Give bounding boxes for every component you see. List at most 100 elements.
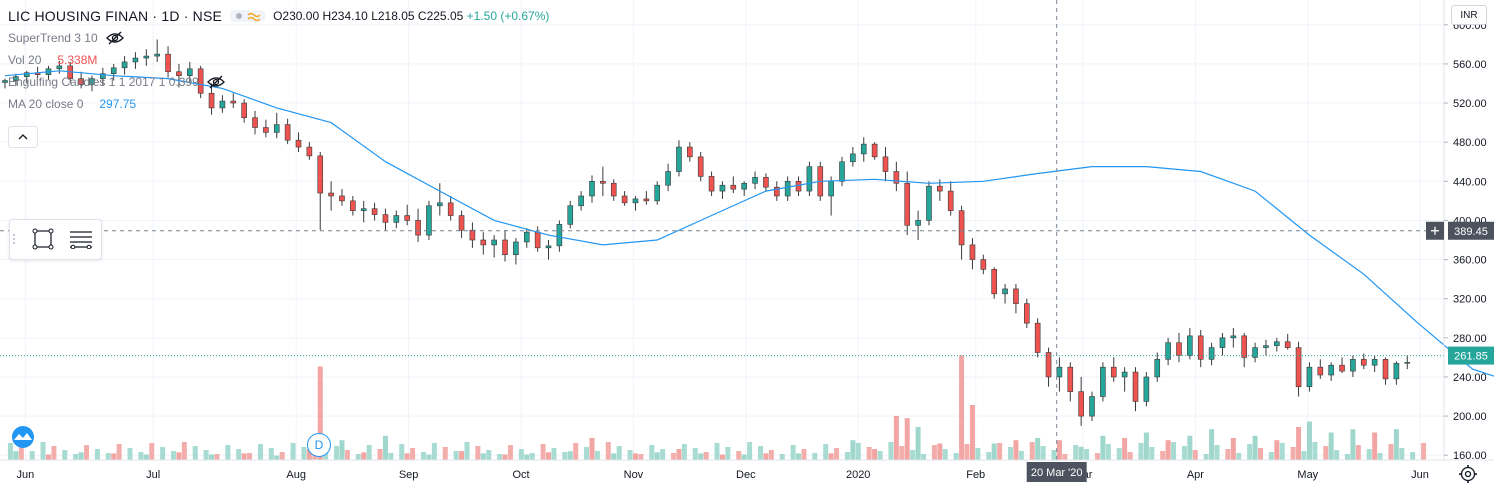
- candle-down: [165, 53, 171, 73]
- x-tick-label: May: [1297, 469, 1318, 481]
- volume-bar: [969, 405, 975, 460]
- candle-down: [1013, 288, 1019, 304]
- candle-down: [1024, 303, 1030, 324]
- candle-up: [132, 57, 139, 63]
- indicator-label: SuperTrend 3 10: [8, 31, 98, 45]
- candle-up: [491, 239, 497, 246]
- eye-off-icon[interactable]: [105, 31, 124, 45]
- volume-bar: [942, 449, 948, 460]
- volume-bar: [377, 449, 383, 460]
- candle-down: [1241, 335, 1248, 358]
- low-value: L218.05: [371, 9, 415, 23]
- candle-up: [850, 153, 856, 163]
- chart-style-icon: [247, 12, 261, 21]
- volume-bar: [7, 443, 13, 460]
- rectangle-tool-icon[interactable]: [32, 228, 54, 250]
- volume-bar: [1214, 445, 1220, 460]
- candle-up: [1306, 366, 1313, 388]
- volume-bar: [18, 447, 24, 460]
- volume-bar: [480, 453, 486, 460]
- candle-up: [1263, 345, 1269, 348]
- indicator-volume[interactable]: Vol 20 5.338M: [8, 49, 549, 71]
- volume-bar: [654, 452, 660, 460]
- x-tick-label: Jun: [1411, 469, 1429, 481]
- drawing-toolbar: [9, 219, 102, 260]
- volume-bar: [1160, 451, 1166, 460]
- x-tick-label: Sep: [399, 469, 419, 481]
- volume-bar: [73, 454, 79, 460]
- volume-bar: [344, 450, 350, 460]
- volume-bar: [1073, 445, 1079, 460]
- currency-label[interactable]: INR: [1451, 5, 1487, 25]
- candle-down: [328, 192, 334, 197]
- volume-bar: [1388, 444, 1394, 460]
- candle-down: [763, 177, 769, 188]
- candle-down: [947, 190, 954, 211]
- volume-bar: [823, 444, 829, 460]
- candle-up: [1274, 341, 1280, 346]
- volume-bar: [986, 452, 992, 460]
- candle-down: [937, 185, 943, 192]
- volume-bar: [904, 418, 910, 460]
- candle-down: [687, 146, 693, 158]
- volume-bar: [991, 443, 997, 460]
- x-tick-label: Oct: [512, 469, 529, 481]
- indicator-engulfing[interactable]: Engulfing Candles 1 1 2017 1 0.399: [8, 71, 549, 93]
- indicator-supertrend[interactable]: SuperTrend 3 10: [8, 27, 549, 49]
- candle-up: [806, 166, 813, 192]
- crosshair-date-badge: [1026, 462, 1087, 482]
- volume-bar: [84, 445, 90, 460]
- volume-bar: [910, 450, 916, 460]
- candle-up: [360, 208, 367, 211]
- drag-handle-icon[interactable]: [12, 232, 16, 246]
- volume-bar: [1236, 453, 1242, 460]
- candle-down: [958, 210, 965, 246]
- volume-bar: [138, 452, 144, 460]
- collapse-legend-button[interactable]: [8, 126, 38, 148]
- volume-bar: [225, 445, 231, 460]
- volume-bar: [94, 449, 100, 460]
- volume-bar: [464, 442, 470, 460]
- volume-bar: [589, 438, 595, 460]
- volume-bar: [214, 454, 220, 460]
- indicator-ma[interactable]: MA 20 close 0 297.75: [8, 93, 549, 115]
- volume-bar: [959, 355, 965, 460]
- y-tick-label: 480.00: [1453, 137, 1487, 149]
- x-tick-label: Jul: [146, 469, 160, 481]
- volume-bar: [866, 447, 872, 460]
- candle-down: [1176, 342, 1182, 356]
- lines-tool-icon[interactable]: [68, 229, 94, 249]
- candle-up: [1089, 396, 1095, 417]
- ma-line: [4, 70, 1494, 377]
- volume-bar: [1247, 444, 1253, 460]
- volume-bar: [1306, 421, 1312, 460]
- volume-bar: [339, 440, 345, 460]
- indicator-label: MA 20 close 0: [8, 97, 84, 111]
- volume-bar: [290, 443, 296, 460]
- symbol-title[interactable]: LIC HOUSING FINAN · 1D · NSE: [8, 8, 223, 24]
- volume-bar: [62, 450, 68, 460]
- volume-bar: [475, 446, 481, 460]
- volume-bar: [844, 452, 850, 460]
- volume-bar: [29, 451, 35, 460]
- volume-bar: [1268, 452, 1274, 460]
- event-marker-dividend[interactable]: D: [307, 433, 331, 457]
- candle-up: [719, 184, 726, 192]
- candle-down: [1360, 359, 1367, 366]
- candle-down: [1317, 366, 1324, 376]
- candle-down: [980, 259, 987, 270]
- volume-bar: [812, 453, 818, 460]
- eye-off-icon[interactable]: [206, 75, 225, 89]
- candle-up: [654, 184, 661, 202]
- tradingview-logo-icon[interactable]: [8, 426, 38, 448]
- x-tick-label: 2020: [846, 469, 870, 481]
- gear-icon[interactable]: [1458, 464, 1478, 484]
- x-tick-label: Jun: [17, 469, 35, 481]
- volume-bar: [1051, 450, 1057, 460]
- chart-style-toggle[interactable]: [230, 10, 266, 22]
- volume-bar: [241, 453, 247, 460]
- high-value: H234.10: [322, 9, 368, 23]
- candle-down: [480, 239, 487, 246]
- candle-down: [708, 176, 715, 192]
- candle-down: [208, 92, 215, 109]
